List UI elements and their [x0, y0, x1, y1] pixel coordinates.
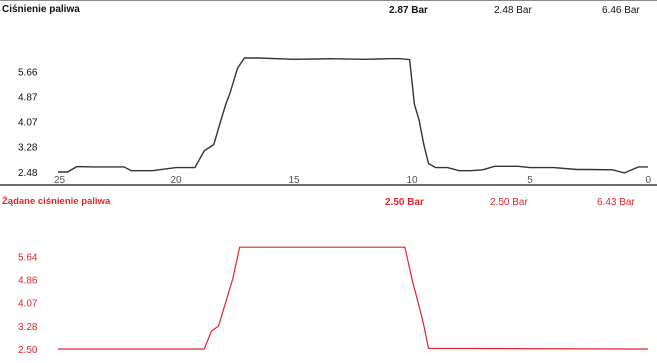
y-tick-label: 2.50 [18, 345, 38, 356]
x-tick-label: 10 [406, 175, 418, 186]
x-tick-label: 5 [527, 175, 533, 186]
fuel-pressure-plot: 2.48 3.28 4.07 4.87 5.66 25 20 15 10 5 0 [18, 57, 651, 186]
fuel-pressure-title: Ciśnienie paliwa [2, 4, 80, 15]
x-tick-label: 15 [288, 175, 300, 186]
x-tick-label: 25 [54, 175, 66, 186]
fuel-pressure-maximum: 6.46 Bar [602, 5, 640, 16]
y-tick-label: 3.28 [18, 322, 38, 333]
y-tick-label: 2.48 [18, 168, 38, 179]
y-tick-label: 3.28 [18, 143, 38, 154]
requested-pressure-current: 2.50 Bar [385, 197, 424, 208]
x-tick-label: 20 [170, 175, 182, 186]
x-tick-label: 0 [645, 175, 651, 186]
requested-pressure-title: Żądane ciśnienie paliwa [2, 196, 111, 207]
y-tick-label: 4.87 [18, 92, 38, 103]
fuel-pressure-minimum: 2.48 Bar [494, 5, 532, 16]
y-tick-label: 5.66 [18, 67, 38, 78]
fuel-pressure-panel: 2.48 3.28 4.07 4.87 5.66 25 20 15 10 5 0 Ciśnienie… [0, 0, 657, 186]
series-line [58, 57, 648, 174]
y-tick-label: 4.86 [18, 275, 38, 286]
series-line [58, 246, 649, 350]
y-tick-label: 5.64 [18, 252, 38, 263]
requested-pressure-minimum: 2.50 Bar [490, 197, 528, 208]
requested-pressure-panel: 2.50 3.28 4.07 4.86 5.64 Żądane ciśnienie pa… [0, 188, 657, 363]
y-tick-label: 4.07 [18, 299, 38, 310]
y-tick-label: 4.07 [18, 118, 38, 129]
fuel-pressure-current: 2.87 Bar [389, 5, 428, 16]
requested-pressure-maximum: 6.43 Bar [597, 197, 635, 208]
requested-pressure-plot: 2.50 3.28 4.07 4.86 5.64 [18, 246, 649, 356]
